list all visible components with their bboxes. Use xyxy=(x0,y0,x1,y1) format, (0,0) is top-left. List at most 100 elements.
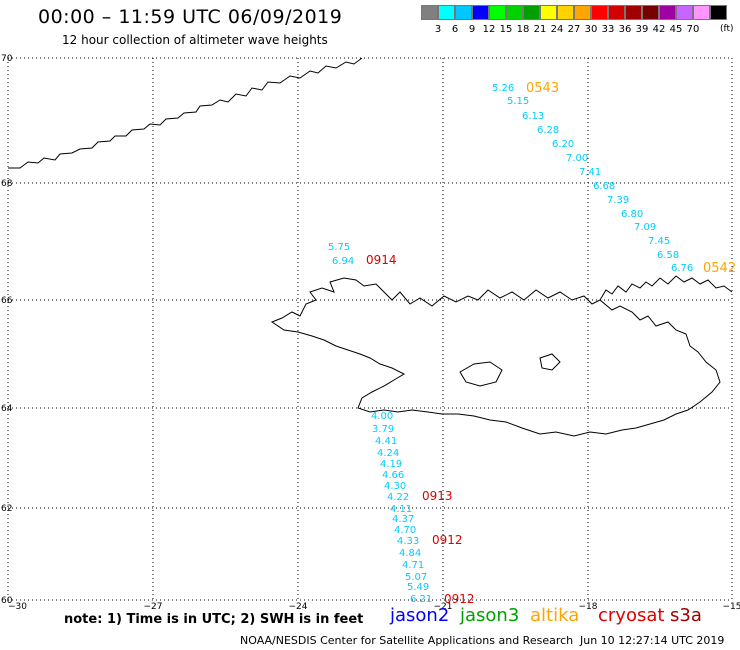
swh-value: 7.09 xyxy=(634,222,656,233)
satellite-legend-jason2: jason2 xyxy=(390,605,450,626)
satellite-legend-altika: altika xyxy=(530,605,580,626)
lat-tick-label: 70 xyxy=(1,54,13,64)
timestamp: Jun 10 12:27:14 UTC 2019 xyxy=(580,634,725,647)
swh-value: 3.79 xyxy=(372,424,394,435)
greenland-coast-east xyxy=(599,275,733,301)
map-title: 00:00 – 11:59 UTC 06/09/2019 xyxy=(38,6,343,28)
scale-swatch xyxy=(472,5,489,20)
swh-value: 4.41 xyxy=(375,436,397,447)
lon-tick-label: −27 xyxy=(144,602,163,612)
pass-time-label: 0542 xyxy=(703,261,736,276)
scale-label: 27 xyxy=(567,24,581,35)
footer-note: note: 1) Time is in UTC; 2) SWH is in fe… xyxy=(64,612,364,627)
satellite-legend-jason3: jason3 xyxy=(460,605,520,626)
scale-label: 36 xyxy=(618,24,632,35)
lat-tick-label: 62 xyxy=(1,504,12,514)
pass-time-label: 0912 xyxy=(444,592,475,606)
lon-tick-label: −18 xyxy=(579,602,598,612)
iceland-glaciers xyxy=(459,353,561,387)
scale-unit: (ft) xyxy=(720,24,734,34)
scale-label: 30 xyxy=(584,24,598,35)
swh-value: 5.75 xyxy=(328,242,350,253)
pass-time-label: 0543 xyxy=(526,81,559,96)
lon-tick-label: −15 xyxy=(723,602,740,612)
swh-value: 7.00 xyxy=(566,153,588,164)
swh-value: 4.66 xyxy=(382,470,404,481)
scale-swatch xyxy=(421,5,438,20)
scale-label: 15 xyxy=(499,24,513,35)
greenland-coast xyxy=(8,57,363,169)
swh-value: 4.71 xyxy=(402,560,424,571)
map-subtitle: 12 hour collection of altimeter wave hei… xyxy=(62,33,328,47)
swh-value: 5.15 xyxy=(507,96,529,107)
scale-swatch xyxy=(659,5,676,20)
scale-swatch xyxy=(710,5,727,20)
scale-swatch xyxy=(540,5,557,20)
lon-tick-label: −21 xyxy=(434,602,453,612)
swh-value: 6.13 xyxy=(522,111,544,122)
lat-tick-label: 60 xyxy=(1,596,13,606)
scale-label: 33 xyxy=(601,24,615,35)
scale-swatch xyxy=(438,5,455,20)
swh-value: 4.37 xyxy=(392,514,414,525)
swh-value: 6.68 xyxy=(593,181,615,192)
iceland-coast xyxy=(270,277,721,437)
lon-tick-label: −30 xyxy=(8,602,27,612)
scale-swatch xyxy=(506,5,523,20)
scale-label: 45 xyxy=(669,24,683,35)
scale-swatch xyxy=(455,5,472,20)
satellite-legend-s3a: s3a xyxy=(670,605,702,626)
swh-value: 5.49 xyxy=(407,582,429,593)
credit-line: NOAA/NESDIS Center for Satellite Applica… xyxy=(240,634,574,647)
swh-value: 4.33 xyxy=(397,536,419,547)
swh-value: 4.22 xyxy=(387,492,409,503)
swh-value: 4.30 xyxy=(384,481,406,492)
swh-value: 6.58 xyxy=(657,250,679,261)
lat-tick-label: 64 xyxy=(1,404,13,414)
scale-label: 3 xyxy=(434,24,442,35)
swh-value: 4.00 xyxy=(371,411,393,422)
scale-label: 70 xyxy=(686,24,700,35)
scale-swatch xyxy=(591,5,608,20)
swh-value: 5.26 xyxy=(492,83,514,94)
scale-swatch xyxy=(489,5,506,20)
scale-swatch xyxy=(574,5,591,20)
pass-time-label: 0912 xyxy=(432,533,463,547)
swh-value: 4.70 xyxy=(394,525,416,536)
scale-swatch xyxy=(693,5,710,20)
swh-value: 4.84 xyxy=(399,548,421,559)
scale-label: 18 xyxy=(516,24,530,35)
lon-tick-label: −24 xyxy=(289,602,308,612)
scale-swatch xyxy=(642,5,659,20)
scale-swatch xyxy=(676,5,693,20)
swh-value: 7.45 xyxy=(648,236,670,247)
scale-label: 42 xyxy=(652,24,666,35)
lat-tick-label: 66 xyxy=(1,296,13,306)
satellite-legend-cryosat: cryosat xyxy=(598,605,665,626)
swh-value: 4.11 xyxy=(390,504,412,515)
scale-label: 21 xyxy=(533,24,547,35)
swh-value: 4.24 xyxy=(377,448,399,459)
swh-value: 4.19 xyxy=(380,459,402,470)
swh-value: 5.07 xyxy=(405,572,427,583)
pass-time-label: 0913 xyxy=(422,489,453,503)
scale-label: 12 xyxy=(482,24,496,35)
swh-value: 6.94 xyxy=(332,256,354,267)
scale-label: 9 xyxy=(468,24,476,35)
scale-swatch xyxy=(523,5,540,20)
scale-label: 39 xyxy=(635,24,649,35)
scale-swatch xyxy=(625,5,642,20)
scale-label: 6 xyxy=(451,24,459,35)
lat-tick-label: 68 xyxy=(1,179,13,189)
scale-label: 24 xyxy=(550,24,564,35)
scale-swatch xyxy=(557,5,574,20)
swh-value: 7.39 xyxy=(607,195,629,206)
pass-time-label: 0914 xyxy=(366,253,397,267)
swh-value: 7.41 xyxy=(579,167,601,178)
swh-value: 6.21 xyxy=(410,594,432,605)
swh-value: 6.20 xyxy=(552,139,574,150)
swh-value: 6.28 xyxy=(537,125,559,136)
swh-value: 6.80 xyxy=(621,209,643,220)
scale-swatch xyxy=(608,5,625,20)
